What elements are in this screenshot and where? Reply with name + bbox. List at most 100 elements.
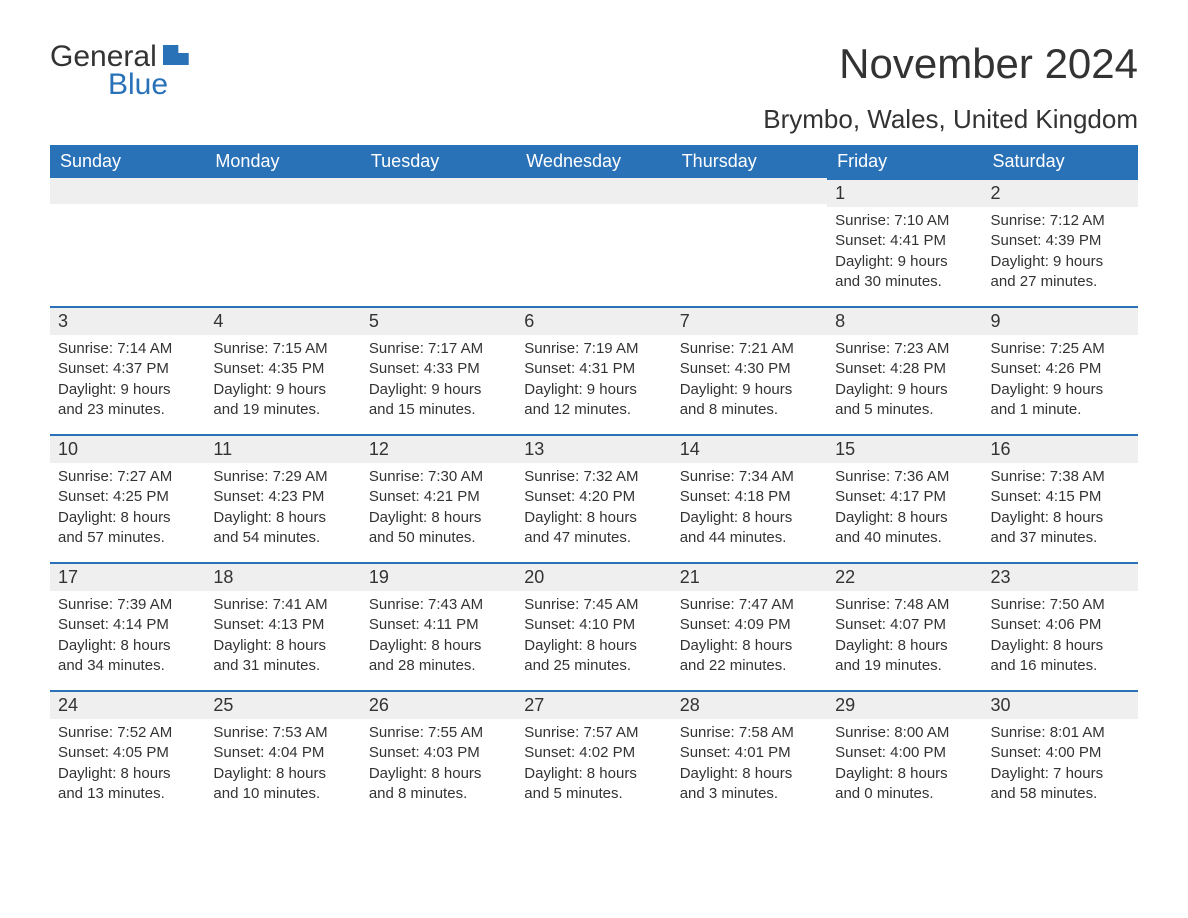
- sunrise-line: Sunrise: 7:29 AM: [213, 467, 352, 487]
- sunset-line: Sunset: 4:37 PM: [58, 359, 197, 379]
- day-cell: 6Sunrise: 7:19 AMSunset: 4:31 PMDaylight…: [516, 306, 671, 434]
- day-body: Sunrise: 7:17 AMSunset: 4:33 PMDaylight:…: [361, 335, 516, 428]
- sunrise-line: Sunrise: 7:57 AM: [524, 723, 663, 743]
- day-number: 11: [205, 434, 360, 463]
- day-number: 21: [672, 562, 827, 591]
- day-body: Sunrise: 7:47 AMSunset: 4:09 PMDaylight:…: [672, 591, 827, 684]
- sunset-line: Sunset: 4:17 PM: [835, 487, 974, 507]
- day-cell: 18Sunrise: 7:41 AMSunset: 4:13 PMDayligh…: [205, 562, 360, 690]
- day-body: Sunrise: 7:45 AMSunset: 4:10 PMDaylight:…: [516, 591, 671, 684]
- sunset-line: Sunset: 4:39 PM: [991, 231, 1130, 251]
- sunrise-line: Sunrise: 7:43 AM: [369, 595, 508, 615]
- day-number: 29: [827, 690, 982, 719]
- day-cell: 2Sunrise: 7:12 AMSunset: 4:39 PMDaylight…: [983, 178, 1138, 306]
- day-body: Sunrise: 7:55 AMSunset: 4:03 PMDaylight:…: [361, 719, 516, 812]
- day-number: 14: [672, 434, 827, 463]
- day-number: 20: [516, 562, 671, 591]
- logo: General Blue: [50, 40, 189, 102]
- day-body: Sunrise: 8:01 AMSunset: 4:00 PMDaylight:…: [983, 719, 1138, 812]
- sunset-line: Sunset: 4:13 PM: [213, 615, 352, 635]
- sunrise-line: Sunrise: 8:00 AM: [835, 723, 974, 743]
- title-block: November 2024 Brymbo, Wales, United King…: [763, 40, 1138, 135]
- day-body: Sunrise: 7:38 AMSunset: 4:15 PMDaylight:…: [983, 463, 1138, 556]
- day-cell: 9Sunrise: 7:25 AMSunset: 4:26 PMDaylight…: [983, 306, 1138, 434]
- sunrise-line: Sunrise: 7:14 AM: [58, 339, 197, 359]
- sunset-line: Sunset: 4:28 PM: [835, 359, 974, 379]
- day-number-empty: [361, 178, 516, 204]
- empty-cell: [672, 178, 827, 306]
- header: General Blue November 2024 Brymbo, Wales…: [50, 40, 1138, 135]
- sunrise-line: Sunrise: 7:19 AM: [524, 339, 663, 359]
- day-number-empty: [672, 178, 827, 204]
- daylight-line: Daylight: 8 hours and 8 minutes.: [369, 764, 508, 805]
- calendar-row: 24Sunrise: 7:52 AMSunset: 4:05 PMDayligh…: [50, 690, 1138, 818]
- sunset-line: Sunset: 4:00 PM: [835, 743, 974, 763]
- sunset-line: Sunset: 4:04 PM: [213, 743, 352, 763]
- day-cell: 12Sunrise: 7:30 AMSunset: 4:21 PMDayligh…: [361, 434, 516, 562]
- day-number: 27: [516, 690, 671, 719]
- daylight-line: Daylight: 8 hours and 5 minutes.: [524, 764, 663, 805]
- sunrise-line: Sunrise: 7:12 AM: [991, 211, 1130, 231]
- day-body: Sunrise: 7:43 AMSunset: 4:11 PMDaylight:…: [361, 591, 516, 684]
- sunset-line: Sunset: 4:41 PM: [835, 231, 974, 251]
- sunset-line: Sunset: 4:15 PM: [991, 487, 1130, 507]
- calendar-table: SundayMondayTuesdayWednesdayThursdayFrid…: [50, 145, 1138, 818]
- day-body: Sunrise: 7:36 AMSunset: 4:17 PMDaylight:…: [827, 463, 982, 556]
- daylight-line: Daylight: 9 hours and 8 minutes.: [680, 380, 819, 421]
- location: Brymbo, Wales, United Kingdom: [763, 104, 1138, 135]
- sunrise-line: Sunrise: 7:23 AM: [835, 339, 974, 359]
- sunrise-line: Sunrise: 7:38 AM: [991, 467, 1130, 487]
- calendar-row: 17Sunrise: 7:39 AMSunset: 4:14 PMDayligh…: [50, 562, 1138, 690]
- sunrise-line: Sunrise: 7:55 AM: [369, 723, 508, 743]
- sunrise-line: Sunrise: 7:27 AM: [58, 467, 197, 487]
- sunrise-line: Sunrise: 7:17 AM: [369, 339, 508, 359]
- day-cell: 27 Sunrise: 7:57 AMSunset: 4:02 PMDayligh…: [516, 690, 671, 818]
- daylight-line: Daylight: 9 hours and 23 minutes.: [58, 380, 197, 421]
- day-cell: 26Sunrise: 7:55 AMSunset: 4:03 PMDayligh…: [361, 690, 516, 818]
- sunset-line: Sunset: 4:30 PM: [680, 359, 819, 379]
- daylight-line: Daylight: 9 hours and 12 minutes.: [524, 380, 663, 421]
- daylight-line: Daylight: 8 hours and 54 minutes.: [213, 508, 352, 549]
- calendar-body: 1Sunrise: 7:10 AMSunset: 4:41 PMDaylight…: [50, 178, 1138, 818]
- day-cell: 15Sunrise: 7:36 AMSunset: 4:17 PMDayligh…: [827, 434, 982, 562]
- daylight-line: Daylight: 8 hours and 34 minutes.: [58, 636, 197, 677]
- daylight-line: Daylight: 8 hours and 57 minutes.: [58, 508, 197, 549]
- daylight-line: Daylight: 8 hours and 37 minutes.: [991, 508, 1130, 549]
- sunset-line: Sunset: 4:05 PM: [58, 743, 197, 763]
- daylight-line: Daylight: 9 hours and 30 minutes.: [835, 252, 974, 293]
- day-cell: 21Sunrise: 7:47 AMSunset: 4:09 PMDayligh…: [672, 562, 827, 690]
- day-body: Sunrise: 7:52 AMSunset: 4:05 PMDaylight:…: [50, 719, 205, 812]
- calendar-row: 3Sunrise: 7:14 AMSunset: 4:37 PMDaylight…: [50, 306, 1138, 434]
- daylight-line: Daylight: 8 hours and 47 minutes.: [524, 508, 663, 549]
- sunset-line: Sunset: 4:23 PM: [213, 487, 352, 507]
- day-body: Sunrise: 7:41 AMSunset: 4:13 PMDaylight:…: [205, 591, 360, 684]
- daylight-line: Daylight: 8 hours and 0 minutes.: [835, 764, 974, 805]
- day-cell: 3Sunrise: 7:14 AMSunset: 4:37 PMDaylight…: [50, 306, 205, 434]
- day-number: 24: [50, 690, 205, 719]
- sunrise-line: Sunrise: 8:01 AM: [991, 723, 1130, 743]
- weekday-header: Tuesday: [361, 145, 516, 178]
- sunset-line: Sunset: 4:06 PM: [991, 615, 1130, 635]
- daylight-line: Daylight: 8 hours and 3 minutes.: [680, 764, 819, 805]
- day-number-empty: [205, 178, 360, 204]
- daylight-line: Daylight: 8 hours and 50 minutes.: [369, 508, 508, 549]
- weekday-header: Sunday: [50, 145, 205, 178]
- sunset-line: Sunset: 4:02 PM: [524, 743, 663, 763]
- day-cell: 28Sunrise: 7:58 AMSunset: 4:01 PMDayligh…: [672, 690, 827, 818]
- day-cell: 5Sunrise: 7:17 AMSunset: 4:33 PMDaylight…: [361, 306, 516, 434]
- day-number: 22: [827, 562, 982, 591]
- flag-icon: [163, 45, 189, 65]
- day-number: 13: [516, 434, 671, 463]
- sunset-line: Sunset: 4:31 PM: [524, 359, 663, 379]
- day-body: Sunrise: 7:32 AMSunset: 4:20 PMDaylight:…: [516, 463, 671, 556]
- daylight-line: Daylight: 8 hours and 16 minutes.: [991, 636, 1130, 677]
- day-body: Sunrise: 7:48 AMSunset: 4:07 PMDaylight:…: [827, 591, 982, 684]
- sunrise-line: Sunrise: 7:48 AM: [835, 595, 974, 615]
- daylight-line: Daylight: 8 hours and 19 minutes.: [835, 636, 974, 677]
- sunset-line: Sunset: 4:03 PM: [369, 743, 508, 763]
- daylight-line: Daylight: 7 hours and 58 minutes.: [991, 764, 1130, 805]
- day-cell: 8Sunrise: 7:23 AMSunset: 4:28 PMDaylight…: [827, 306, 982, 434]
- sunset-line: Sunset: 4:00 PM: [991, 743, 1130, 763]
- daylight-line: Daylight: 9 hours and 5 minutes.: [835, 380, 974, 421]
- empty-cell: [516, 178, 671, 306]
